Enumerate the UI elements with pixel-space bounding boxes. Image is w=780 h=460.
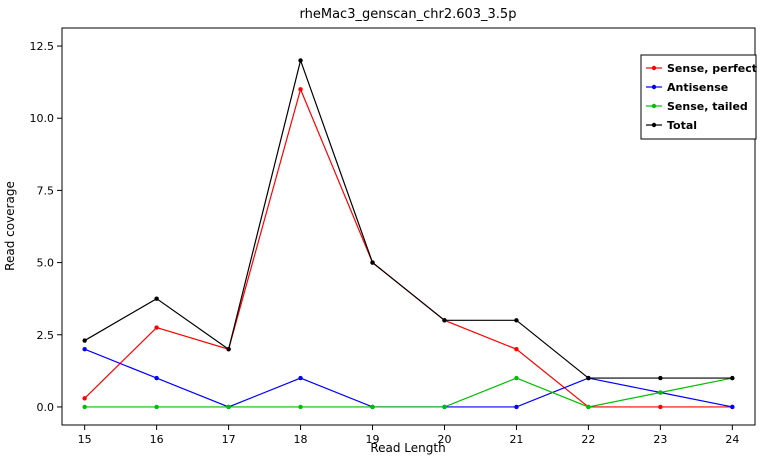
- x-tick-label: 18: [294, 433, 308, 446]
- y-tick-label: 12.5: [30, 40, 55, 53]
- legend-label-total: Total: [667, 119, 697, 132]
- series-point-sense-perfect: [82, 396, 87, 401]
- x-tick-label: 22: [581, 433, 595, 446]
- series-point-antisense: [730, 404, 735, 410]
- legend-label-sense-perfect: Sense, perfect: [667, 62, 757, 75]
- series-point-antisense: [514, 404, 519, 410]
- series-group: [82, 58, 735, 410]
- series-point-total: [586, 375, 591, 381]
- series-point-antisense: [154, 375, 159, 381]
- series-point-sense-perfect: [658, 404, 663, 410]
- series-point-total: [82, 338, 87, 343]
- series-point-sense-tailed: [82, 404, 87, 410]
- series-point-total: [226, 347, 231, 352]
- series-point-sense-tailed: [154, 404, 159, 410]
- series-line-sense-tailed: [84, 377, 733, 408]
- series-point-sense-tailed: [298, 404, 303, 410]
- y-tick-label: 2.5: [37, 329, 55, 342]
- series-point-sense-tailed: [586, 404, 591, 410]
- legend-key-point-total: [651, 122, 657, 128]
- legend-label-sense-tailed: Sense, tailed: [667, 100, 748, 113]
- y-axis-title: Read coverage: [3, 181, 17, 271]
- x-tick-label: 19: [366, 433, 380, 446]
- series-point-sense-perfect: [298, 87, 303, 92]
- x-tick-label: 23: [653, 433, 667, 446]
- series-point-total: [442, 318, 447, 323]
- series-point-sense-tailed: [370, 404, 375, 410]
- legend-key-point-sense-tailed: [651, 103, 657, 109]
- legend-key-point-antisense: [651, 84, 657, 90]
- x-tick-label: 24: [725, 433, 739, 446]
- y-tick-label: 5.0: [37, 257, 55, 270]
- series-point-sense-tailed: [514, 375, 519, 381]
- y-tick-label: 0.0: [37, 401, 55, 414]
- series-point-sense-perfect: [514, 347, 519, 352]
- series-point-sense-perfect: [154, 325, 159, 330]
- series-point-sense-tailed: [658, 390, 663, 395]
- series-point-antisense: [298, 375, 303, 381]
- legend: Sense, perfect Antisense Sense, tailed Tota…: [640, 54, 757, 140]
- x-tick-label: 21: [509, 433, 523, 446]
- legend-label-antisense: Antisense: [667, 81, 728, 94]
- x-tick-label: 20: [437, 433, 451, 446]
- series-point-total: [514, 318, 519, 323]
- series-point-total: [658, 375, 663, 381]
- x-tick-label: 17: [222, 433, 236, 446]
- y-tick-label: 7.5: [37, 184, 55, 197]
- x-tick-label: 16: [150, 433, 164, 446]
- series-point-total: [154, 296, 159, 301]
- plot-panel: [61, 27, 756, 426]
- legend-key-point-sense-perfect: [651, 65, 657, 71]
- series-line-total: [84, 58, 733, 379]
- y-tick-label: 10.0: [30, 112, 55, 125]
- series-point-antisense: [82, 347, 87, 352]
- series-point-total: [730, 375, 735, 381]
- x-axis-title: Read Length: [370, 441, 445, 455]
- chart-title: rheMac3_genscan_chr2.603_3.5p: [300, 7, 517, 22]
- series-point-sense-tailed: [442, 404, 447, 410]
- series-point-total: [370, 260, 375, 265]
- axis-ticks: 15 16 17 18 19 20 21 22 23 24 0.0 2.5 5.0 7.5 10.0 12.5: [30, 40, 740, 446]
- series-point-sense-tailed: [226, 404, 231, 410]
- series-point-total: [298, 58, 303, 63]
- x-tick-label: 15: [78, 433, 92, 446]
